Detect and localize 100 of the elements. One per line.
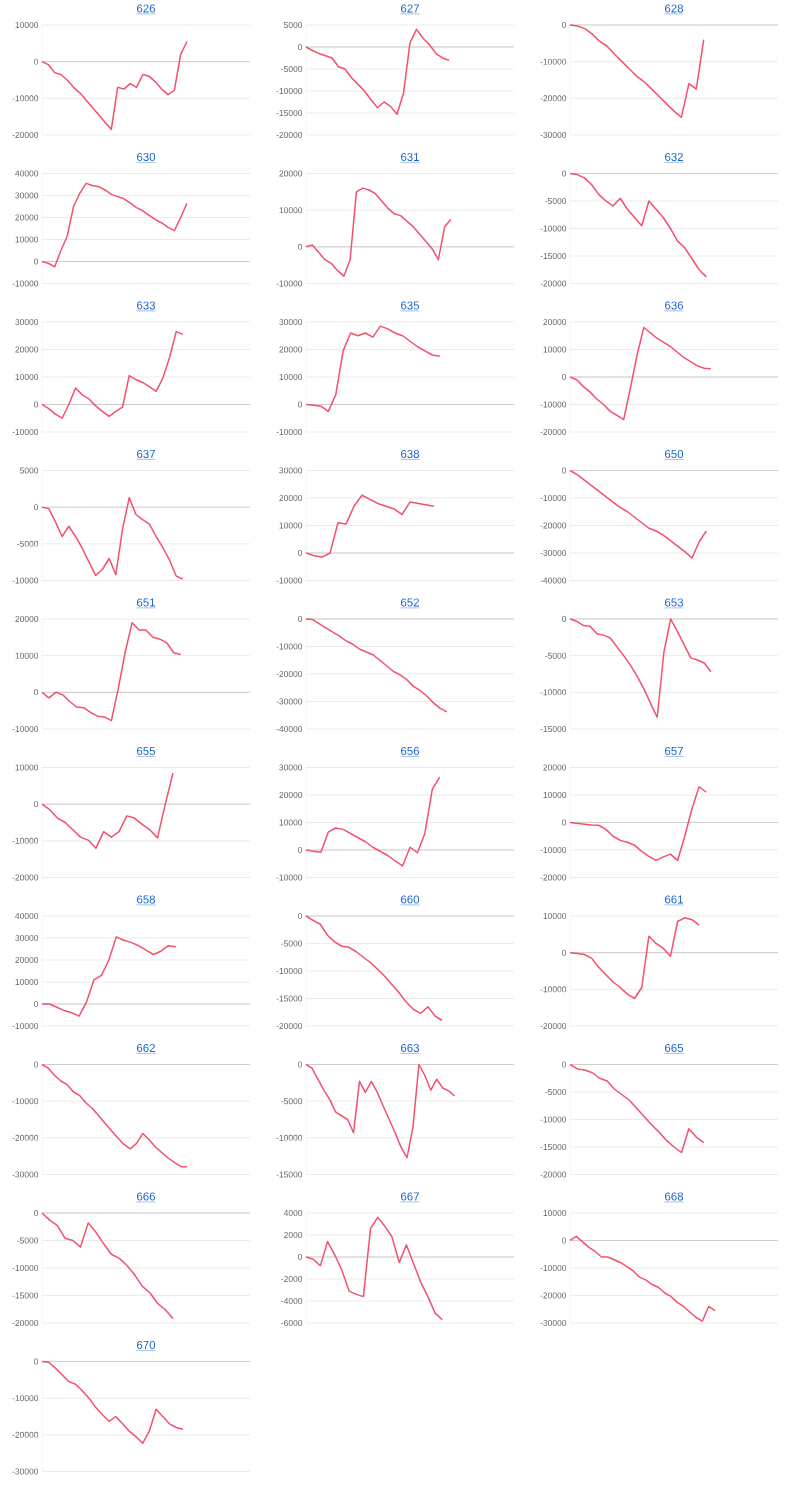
chart-title: 628 [665, 4, 684, 13]
y-tick-label: -5000 [281, 940, 303, 947]
y-tick-label: 10000 [543, 1210, 567, 1216]
y-tick-label: 10000 [15, 652, 39, 659]
chart-title: 670 [137, 1340, 156, 1350]
y-tick-label: -5000 [545, 197, 567, 204]
y-tick-label: -10000 [276, 577, 303, 584]
y-tick-label: -10000 [12, 428, 39, 435]
y-tick-label: 0 [34, 1358, 39, 1365]
y-tick-label: 2000 [284, 1232, 303, 1238]
line-series [569, 1235, 716, 1322]
y-tick-label: 10000 [15, 21, 39, 28]
chart-title: 632 [665, 152, 683, 161]
y-tick-label: -10000 [12, 95, 39, 102]
y-tick-label: 0 [34, 1061, 39, 1068]
line-series [569, 917, 700, 1000]
y-tick-label: -20000 [540, 1171, 567, 1178]
chart-title: 653 [665, 598, 684, 607]
y-tick-label: -5000 [17, 540, 39, 547]
y-tick-label: -15000 [12, 1292, 39, 1299]
y-tick-label: 0 [34, 258, 39, 265]
y-tick-label: -10000 [12, 1265, 39, 1271]
y-tick-label: -20000 [540, 1023, 567, 1029]
y-tick-label: 10000 [279, 522, 303, 529]
chart-title: 635 [401, 301, 420, 310]
y-tick-label: -4000 [281, 1298, 303, 1304]
y-tick-label: -20000 [540, 95, 567, 102]
y-tick-label: -10000 [276, 1134, 303, 1141]
y-tick-label: 20000 [279, 792, 303, 798]
line-series [41, 40, 188, 131]
y-tick-label: 20000 [279, 170, 303, 177]
y-tick-label: 0 [298, 243, 303, 250]
y-tick-label: -10000 [540, 58, 567, 65]
y-tick-label: -10000 [540, 225, 567, 232]
y-tick-label: 30000 [279, 467, 303, 474]
line-series [41, 772, 174, 849]
y-tick-label: -15000 [540, 252, 567, 259]
y-tick-label: 20000 [543, 318, 567, 325]
y-tick-label: 0 [298, 1254, 303, 1260]
y-tick-label: 20000 [15, 957, 39, 963]
y-tick-label: 30000 [15, 318, 39, 325]
line-series [41, 1212, 174, 1320]
y-tick-label: -6000 [281, 1320, 303, 1326]
y-tick-label: 0 [562, 21, 567, 28]
y-tick-label: 5000 [19, 467, 39, 474]
chart-title: 668 [665, 1192, 684, 1201]
line-series [41, 1360, 184, 1445]
y-tick-label: 30000 [15, 935, 39, 941]
y-tick-label: 0 [562, 616, 567, 622]
line-series [41, 621, 182, 722]
chart-title: 655 [137, 746, 156, 755]
y-tick-label: -10000 [276, 874, 303, 881]
y-tick-label: 0 [34, 689, 39, 696]
y-tick-label: 5000 [283, 21, 303, 28]
chart-title: 638 [401, 449, 420, 458]
y-tick-label: -20000 [540, 428, 567, 435]
chart-title: 652 [401, 598, 419, 607]
y-tick-label: 0 [562, 1061, 567, 1068]
y-tick-label: -5000 [281, 65, 303, 72]
chart-title: 658 [137, 895, 156, 904]
chart-title: 631 [401, 152, 419, 161]
y-tick-label: -20000 [12, 1320, 39, 1326]
y-tick-label: 0 [562, 170, 567, 177]
y-tick-label: 10000 [279, 373, 303, 380]
chart-title: 633 [137, 301, 156, 310]
y-tick-label: 30000 [279, 764, 303, 771]
y-tick-label: 10000 [15, 373, 39, 380]
y-tick-label: -2000 [281, 1276, 303, 1282]
y-tick-label: 0 [298, 913, 303, 919]
chart-title: 626 [137, 4, 156, 13]
y-tick-label: -30000 [540, 1320, 567, 1326]
y-tick-label: 0 [298, 616, 303, 622]
y-tick-label: 20000 [279, 495, 303, 501]
y-tick-label: -10000 [276, 87, 303, 94]
chart-title: 666 [137, 1192, 156, 1201]
y-tick-label: 0 [298, 847, 303, 853]
y-tick-label: 30000 [279, 318, 303, 325]
chart-title: 627 [401, 4, 419, 13]
y-tick-label: 10000 [543, 346, 567, 353]
y-tick-label: -10000 [540, 1116, 567, 1123]
chart-title: 636 [665, 301, 684, 310]
y-tick-label: -10000 [12, 1023, 39, 1029]
y-tick-label: -20000 [12, 1134, 39, 1141]
y-tick-label: 0 [562, 373, 567, 380]
y-tick-label: -20000 [276, 1023, 303, 1029]
y-tick-label: 20000 [15, 214, 39, 221]
y-tick-label: -30000 [540, 549, 567, 556]
y-tick-label: 10000 [543, 792, 567, 798]
y-tick-label: 0 [34, 58, 39, 65]
y-tick-label: -5000 [545, 1089, 567, 1095]
y-tick-label: 4000 [283, 1210, 303, 1216]
y-tick-label: -15000 [540, 1144, 567, 1150]
y-tick-label: 0 [34, 801, 39, 808]
y-tick-label: 30000 [15, 192, 39, 199]
line-series [41, 330, 184, 419]
y-tick-label: -10000 [540, 986, 567, 993]
y-tick-label: -10000 [12, 837, 39, 844]
y-tick-label: 10000 [543, 913, 567, 919]
line-series [41, 936, 177, 1017]
y-tick-label: -10000 [276, 968, 303, 974]
